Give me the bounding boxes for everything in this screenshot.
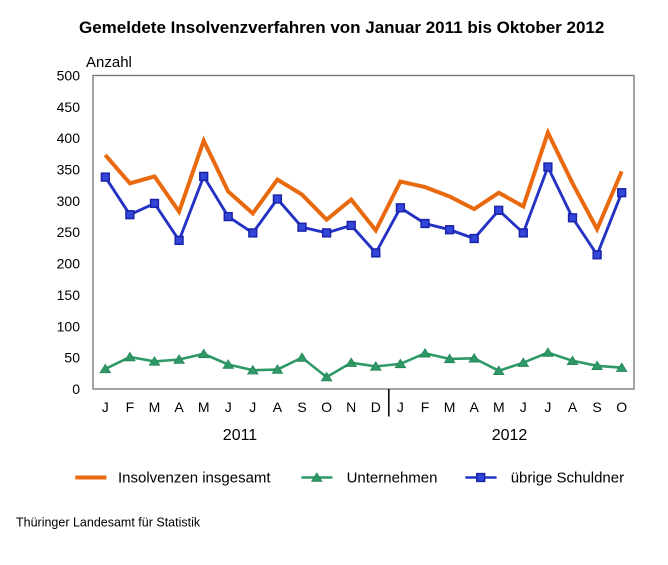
svg-text:250: 250	[57, 224, 81, 240]
svg-text:F: F	[126, 399, 135, 415]
svg-text:Insolvenzen insgesamt: Insolvenzen insgesamt	[118, 470, 271, 487]
svg-text:J: J	[102, 399, 109, 415]
svg-text:J: J	[249, 399, 256, 415]
svg-text:200: 200	[57, 256, 81, 272]
svg-text:100: 100	[57, 318, 81, 334]
svg-text:übrige Schuldner: übrige Schuldner	[511, 470, 624, 487]
svg-text:J: J	[225, 399, 232, 415]
svg-text:N: N	[346, 399, 356, 415]
svg-text:A: A	[568, 399, 578, 415]
svg-text:400: 400	[57, 130, 81, 146]
svg-text:S: S	[297, 399, 306, 415]
svg-text:M: M	[149, 399, 161, 415]
svg-text:500: 500	[57, 68, 81, 84]
svg-text:Anzahl: Anzahl	[86, 54, 132, 71]
svg-text:M: M	[493, 399, 505, 415]
svg-text:350: 350	[57, 162, 81, 178]
svg-text:J: J	[520, 399, 527, 415]
svg-text:0: 0	[72, 381, 80, 397]
svg-text:450: 450	[57, 99, 81, 115]
svg-text:Thüringer Landesamt für Statis: Thüringer Landesamt für Statistik	[16, 515, 201, 529]
svg-text:A: A	[174, 399, 184, 415]
svg-text:J: J	[397, 399, 404, 415]
svg-text:2012: 2012	[492, 427, 528, 444]
svg-text:A: A	[470, 399, 480, 415]
svg-text:S: S	[592, 399, 601, 415]
svg-text:Gemeldete Insolvenzverfahren v: Gemeldete Insolvenzverfahren von Januar …	[79, 18, 604, 37]
svg-text:M: M	[198, 399, 210, 415]
svg-text:F: F	[421, 399, 430, 415]
svg-text:2011: 2011	[223, 427, 258, 444]
svg-text:D: D	[371, 399, 381, 415]
svg-text:50: 50	[64, 350, 80, 366]
svg-text:Unternehmen: Unternehmen	[347, 470, 438, 487]
svg-text:150: 150	[57, 287, 81, 303]
svg-text:O: O	[616, 399, 627, 415]
svg-text:O: O	[321, 399, 332, 415]
svg-text:300: 300	[57, 193, 81, 209]
svg-text:J: J	[544, 399, 551, 415]
svg-text:A: A	[273, 399, 283, 415]
svg-text:M: M	[444, 399, 456, 415]
